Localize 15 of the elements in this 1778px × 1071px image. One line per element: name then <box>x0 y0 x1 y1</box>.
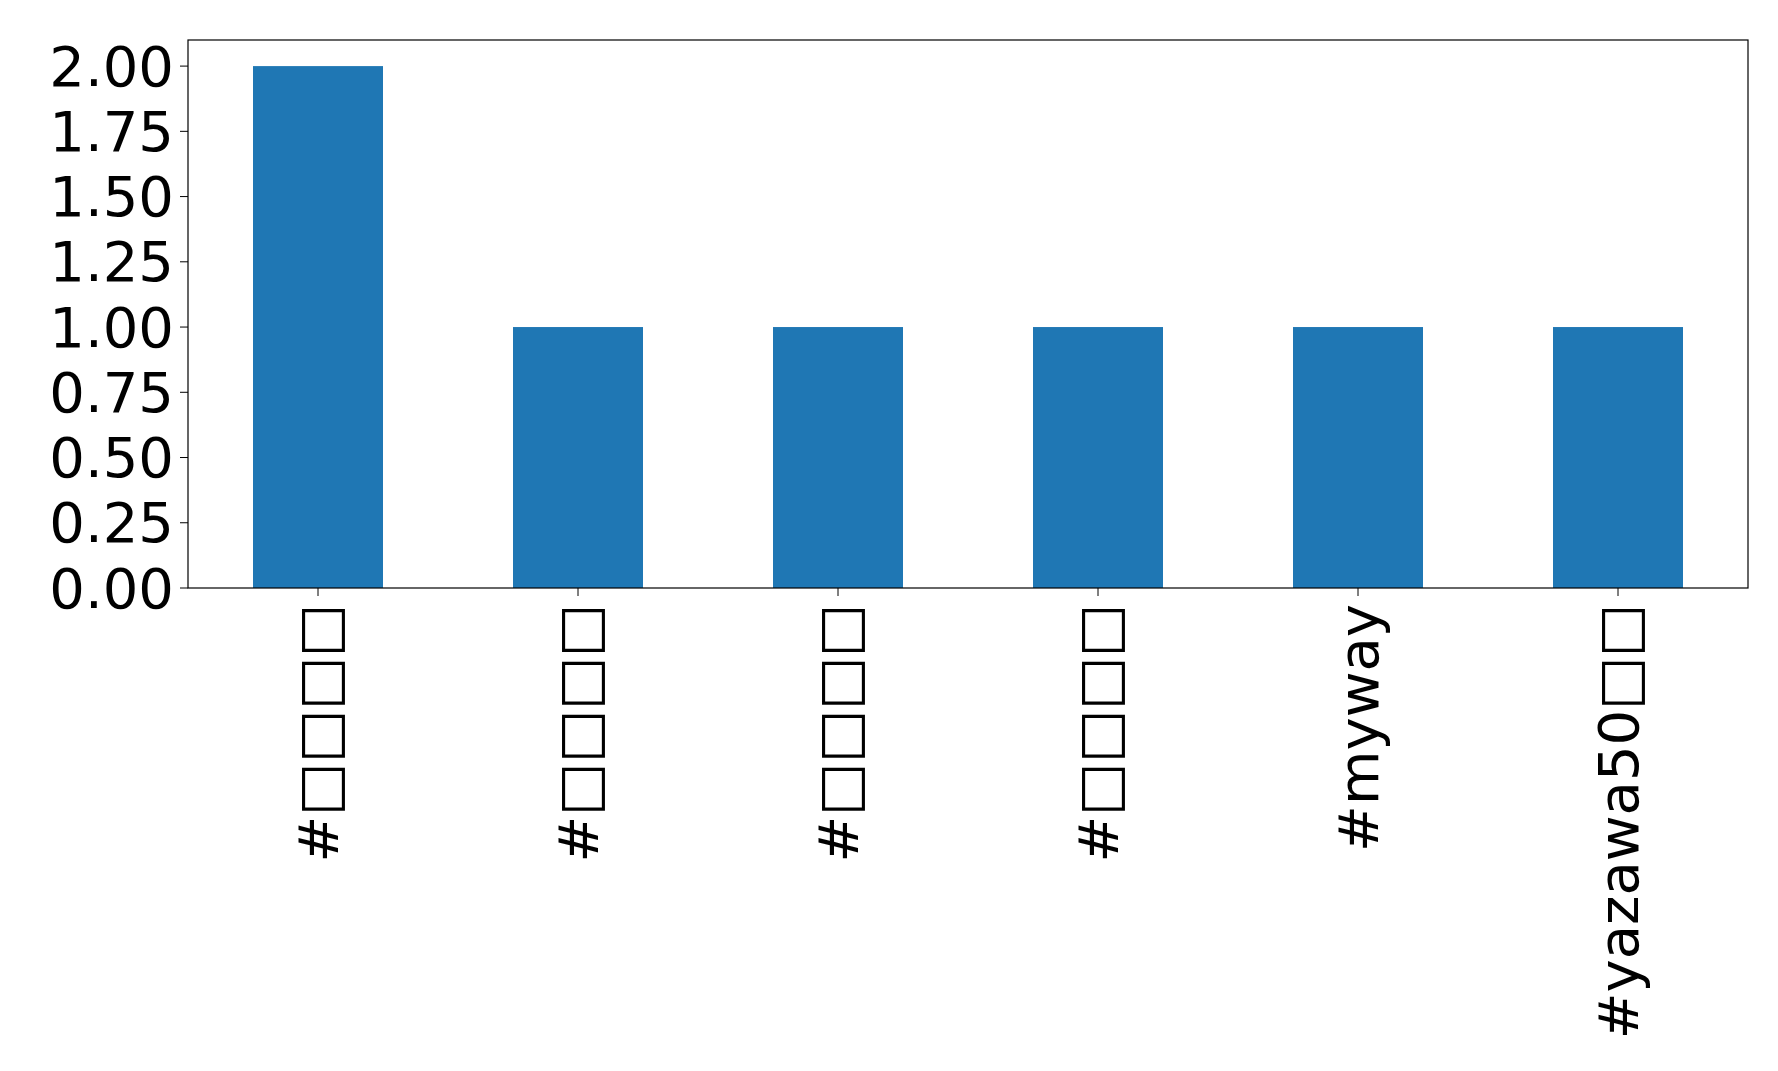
x-tick-label: #myway <box>1325 604 1391 852</box>
y-tick-label: 1.75 <box>49 98 174 164</box>
y-tick-label: 1.50 <box>49 164 174 230</box>
x-tick-label: #□□□□ <box>545 604 611 863</box>
y-tick-label: 0.50 <box>49 425 174 491</box>
x-tick-label: #yazawa50□□ <box>1585 604 1651 1040</box>
y-tick-label: 2.00 <box>49 33 174 99</box>
y-tick-label: 0.75 <box>49 359 174 425</box>
y-tick-label: 1.00 <box>49 294 174 360</box>
y-tick-label: 1.25 <box>49 229 174 295</box>
y-tick-label: 0.25 <box>49 490 174 556</box>
x-tick-label: #□□□□ <box>285 604 351 863</box>
y-tick-label: 0.00 <box>49 555 174 621</box>
x-tick-label: #□□□□ <box>805 604 871 863</box>
x-tick-label: #□□□□ <box>1065 604 1131 863</box>
